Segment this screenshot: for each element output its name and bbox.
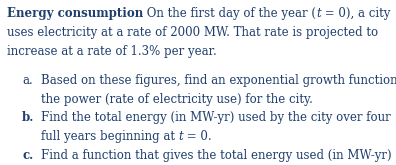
Text: t: t bbox=[316, 7, 321, 20]
Text: uses electricity at a rate of 2000 MW. That rate is projected to: uses electricity at a rate of 2000 MW. T… bbox=[7, 26, 378, 39]
Text: Find a function that gives the total energy used (in MW-yr): Find a function that gives the total ene… bbox=[41, 149, 391, 162]
Text: t: t bbox=[179, 130, 183, 143]
Text: c.: c. bbox=[22, 149, 33, 162]
Text: Find the total energy (in MW-yr) used by the city over four: Find the total energy (in MW-yr) used by… bbox=[41, 112, 390, 124]
Text: = 0.: = 0. bbox=[183, 130, 212, 143]
Text: = 0), a city: = 0), a city bbox=[321, 7, 390, 20]
Text: a.: a. bbox=[22, 74, 33, 87]
Text: b.: b. bbox=[22, 112, 34, 124]
Text: On the first day of the year (: On the first day of the year ( bbox=[143, 7, 316, 20]
Text: Energy consumption: Energy consumption bbox=[7, 7, 143, 20]
Text: the power (rate of electricity use) for the city.: the power (rate of electricity use) for … bbox=[41, 93, 313, 106]
Text: increase at a rate of 1.3% per year.: increase at a rate of 1.3% per year. bbox=[7, 45, 217, 58]
Text: Based on these figures, find an exponential growth function for: Based on these figures, find an exponent… bbox=[41, 74, 396, 87]
Text: full years beginning at: full years beginning at bbox=[41, 130, 179, 143]
